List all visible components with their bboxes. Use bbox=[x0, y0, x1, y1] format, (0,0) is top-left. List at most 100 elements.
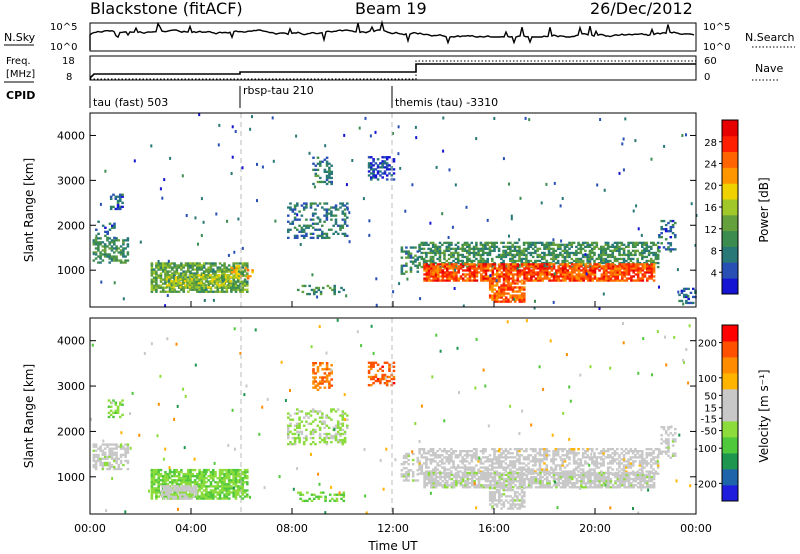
data-cell bbox=[346, 414, 349, 417]
data-cell bbox=[208, 286, 212, 289]
data-cell bbox=[600, 277, 604, 280]
data-cell bbox=[175, 495, 179, 498]
data-cell bbox=[427, 466, 430, 469]
data-cell bbox=[309, 218, 313, 221]
data-cell bbox=[302, 416, 306, 419]
data-cell bbox=[441, 251, 444, 255]
data-cell bbox=[223, 276, 226, 279]
data-cell bbox=[110, 465, 114, 469]
data-cell bbox=[575, 263, 579, 266]
data-cell bbox=[425, 259, 428, 263]
data-cell bbox=[463, 460, 467, 463]
data-cell bbox=[479, 261, 483, 265]
data-cell bbox=[522, 468, 526, 471]
data-cell bbox=[196, 483, 199, 486]
data-cell bbox=[658, 285, 660, 289]
data-cell bbox=[470, 261, 474, 265]
data-cell bbox=[388, 164, 391, 167]
data-cell bbox=[330, 410, 333, 413]
data-cell bbox=[206, 276, 210, 279]
data-cell bbox=[575, 273, 579, 276]
data-cell bbox=[575, 251, 578, 255]
data-cell bbox=[418, 448, 421, 451]
data-cell bbox=[429, 259, 433, 263]
y-tick-label: 3000 bbox=[57, 174, 85, 187]
colorbar-swatch bbox=[722, 120, 738, 137]
data-cell bbox=[497, 450, 501, 453]
data-cell bbox=[493, 117, 496, 120]
data-cell bbox=[184, 264, 188, 267]
data-cell bbox=[450, 273, 454, 276]
data-cell bbox=[434, 251, 437, 255]
data-cell bbox=[239, 288, 242, 291]
data-cell bbox=[432, 480, 435, 483]
data-cell bbox=[452, 271, 456, 274]
data-cell bbox=[552, 238, 555, 242]
data-cell bbox=[577, 247, 580, 251]
data-cell bbox=[631, 460, 635, 463]
data-cell bbox=[625, 265, 629, 268]
data-cell bbox=[325, 368, 329, 371]
data-cell bbox=[311, 441, 315, 444]
data-cell bbox=[422, 261, 426, 265]
data-cell bbox=[647, 462, 651, 465]
data-cell bbox=[339, 206, 342, 209]
data-cell bbox=[232, 481, 235, 484]
data-cell bbox=[570, 251, 574, 255]
data-cell bbox=[237, 468, 240, 472]
data-cell bbox=[411, 256, 415, 259]
data-cell bbox=[491, 265, 494, 269]
data-cell bbox=[213, 280, 217, 283]
data-cell bbox=[571, 269, 574, 272]
data-cell bbox=[595, 460, 599, 463]
data-cell bbox=[310, 499, 314, 503]
data-cell bbox=[652, 279, 656, 282]
data-cell bbox=[274, 219, 277, 223]
data-cell bbox=[439, 275, 442, 278]
data-cell bbox=[588, 243, 592, 247]
data-cell bbox=[650, 460, 653, 463]
data-cell bbox=[434, 253, 437, 257]
data-cell bbox=[616, 257, 619, 261]
data-cell bbox=[312, 386, 315, 389]
data-cell bbox=[439, 482, 442, 485]
data-cell bbox=[502, 452, 505, 455]
data-cell bbox=[223, 485, 226, 488]
data-cell bbox=[502, 468, 505, 471]
data-cell bbox=[346, 202, 349, 205]
data-cell bbox=[627, 458, 630, 461]
data-cell bbox=[586, 253, 589, 257]
data-cell bbox=[436, 273, 440, 276]
data-cell bbox=[650, 466, 653, 469]
data-cell bbox=[420, 468, 424, 471]
data-cell bbox=[638, 456, 642, 459]
data-cell bbox=[225, 475, 229, 478]
data-cell bbox=[341, 416, 345, 419]
data-cell bbox=[589, 267, 592, 270]
data-cell bbox=[430, 267, 433, 270]
data-cell bbox=[547, 261, 551, 265]
data-cell bbox=[414, 246, 417, 249]
data-cell bbox=[114, 409, 118, 412]
data-cell bbox=[110, 245, 114, 248]
data-cell bbox=[452, 267, 456, 270]
data-cell bbox=[432, 471, 435, 475]
data-cell bbox=[189, 468, 192, 472]
data-cell bbox=[227, 468, 231, 472]
data-cell bbox=[667, 246, 670, 249]
data-cell bbox=[550, 466, 553, 469]
data-cell bbox=[502, 456, 505, 459]
data-cell bbox=[221, 489, 224, 492]
data-cell bbox=[207, 262, 210, 265]
data-cell bbox=[311, 218, 315, 221]
data-cell bbox=[607, 275, 610, 278]
data-cell bbox=[509, 245, 512, 249]
data-cell bbox=[234, 276, 238, 279]
data-cell bbox=[606, 470, 610, 473]
data-cell bbox=[307, 226, 310, 229]
data-cell bbox=[545, 468, 549, 471]
data-cell bbox=[650, 257, 653, 261]
data-cell bbox=[602, 279, 606, 282]
data-cell bbox=[606, 243, 610, 247]
data-cell bbox=[509, 468, 512, 471]
